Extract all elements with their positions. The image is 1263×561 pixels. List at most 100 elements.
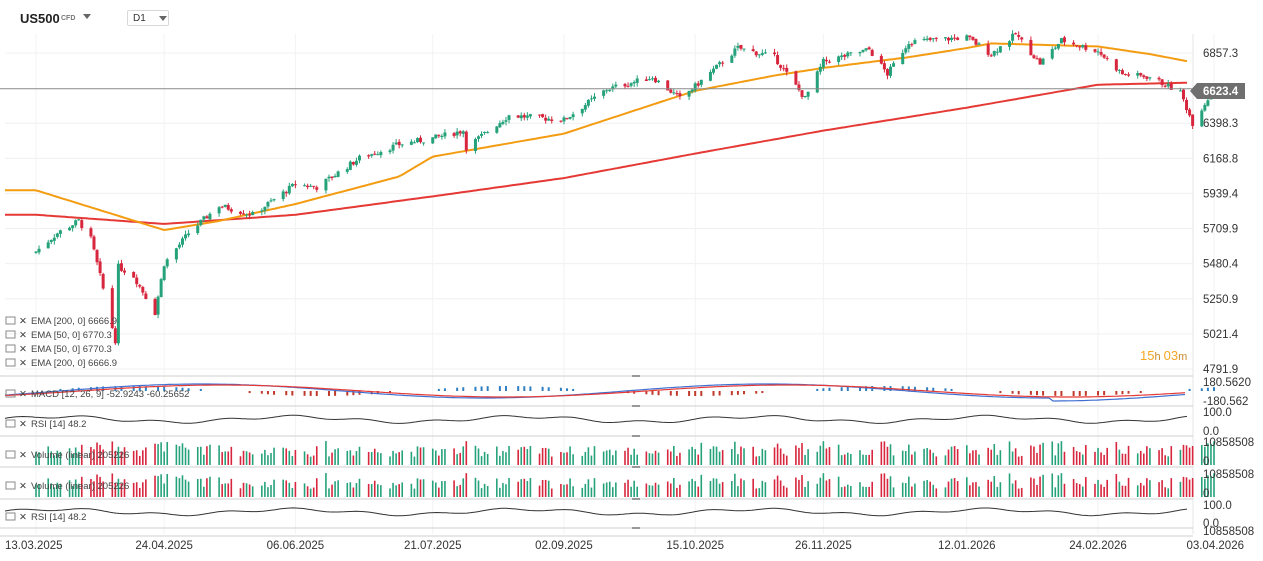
indicator-settings-icon[interactable] (5, 316, 16, 325)
volume-bar (209, 476, 211, 497)
candle (1139, 73, 1143, 76)
volume-bar (367, 483, 370, 497)
candle (892, 63, 896, 67)
volume-bar (908, 476, 910, 497)
volume-bar (93, 449, 95, 465)
volume-bar (166, 474, 169, 497)
timeframe-select[interactable]: D1 (127, 10, 169, 26)
volume-bar (935, 456, 938, 465)
symbol-name[interactable]: US500 (20, 11, 60, 26)
candle (837, 56, 841, 63)
indicator-settings-icon[interactable] (5, 419, 16, 428)
volume-bar (1042, 442, 1044, 465)
indicator-remove-icon[interactable]: ✕ (19, 316, 27, 327)
macd-histogram-bar (1103, 391, 1106, 396)
candle (138, 284, 142, 287)
candle (269, 200, 273, 202)
volume-bar (438, 455, 440, 465)
indicator-remove-icon[interactable]: ✕ (19, 481, 27, 492)
candle (351, 161, 355, 165)
indicator-remove-icon[interactable]: ✕ (19, 389, 27, 400)
indicator-remove-icon[interactable]: ✕ (19, 330, 27, 341)
indicator-remove-icon[interactable]: ✕ (19, 344, 27, 355)
indicator-remove-icon[interactable]: ✕ (19, 419, 27, 430)
candle (528, 114, 532, 117)
indicator-settings-icon[interactable] (5, 481, 16, 490)
candle (1178, 90, 1182, 92)
macd-histogram-bar (504, 386, 507, 391)
indicator-settings-icon[interactable] (5, 330, 16, 339)
macd-histogram-bar (163, 386, 166, 391)
volume-bar (569, 478, 571, 497)
candle (437, 135, 441, 137)
volume-bar (828, 447, 831, 465)
volume-bar (178, 478, 181, 497)
volume-bar (605, 482, 608, 497)
volume-bar (602, 483, 605, 497)
indicator-remove-icon[interactable]: ✕ (19, 512, 27, 523)
candle (330, 176, 334, 179)
indicator-settings-icon[interactable] (5, 389, 16, 398)
candle (605, 90, 609, 92)
volume-bar (431, 480, 434, 497)
volume-bar (520, 479, 523, 497)
indicator-settings-icon[interactable] (5, 344, 16, 353)
indicator-pane-label: Volume (linear) 205226 (31, 481, 129, 492)
indicator-settings-icon[interactable] (5, 450, 16, 459)
indicator-settings-icon[interactable] (5, 358, 16, 367)
current-price-tag: 6623.4 (1190, 83, 1245, 99)
candle (858, 52, 862, 54)
volume-bar (1164, 455, 1166, 465)
candle (196, 225, 200, 234)
volume-bar (1136, 453, 1139, 465)
macd-histogram-bar (669, 391, 672, 396)
symbol-dropdown-icon[interactable] (83, 14, 91, 19)
volume-bar (1075, 483, 1078, 497)
indicator-remove-icon[interactable]: ✕ (19, 450, 27, 461)
volume-bar (868, 454, 870, 465)
indicator-legend-label: EMA [200, 0] 6666.9 (31, 316, 117, 327)
volume-bar (114, 482, 117, 497)
candle (251, 212, 255, 216)
rsi-line (4, 414, 1188, 424)
candle (156, 296, 160, 315)
volume-bar (178, 446, 181, 465)
macd-histogram-bar (566, 388, 569, 391)
macd-histogram-bar (1017, 391, 1020, 395)
volume-bar (505, 484, 507, 497)
candle (1035, 58, 1039, 60)
volume-bar (993, 444, 996, 465)
volume-bar (1185, 477, 1188, 497)
volume-bar (1081, 454, 1084, 465)
indicator-remove-icon[interactable]: ✕ (19, 358, 27, 369)
volume-bar (944, 455, 947, 465)
volume-bar (999, 450, 1002, 465)
volume-bar (840, 455, 843, 465)
volume-bar (138, 487, 141, 497)
candle (889, 66, 893, 76)
volume-bar (798, 479, 800, 497)
volume-bar (523, 478, 526, 497)
volume-bar (779, 448, 782, 465)
candle (238, 211, 242, 214)
volume-bar (90, 447, 92, 465)
candle (306, 185, 310, 188)
volume-bar (47, 478, 50, 497)
macd-histogram-bar (950, 388, 953, 391)
volume-bar (709, 481, 712, 497)
volume-bar (950, 478, 953, 497)
volume-bar (572, 454, 574, 465)
candle (925, 38, 929, 40)
volume-bar (987, 447, 989, 465)
candle (498, 123, 502, 128)
volume-bar (1085, 445, 1087, 465)
macd-histogram-bar (498, 386, 501, 391)
candle (266, 202, 270, 207)
volume-bar (312, 455, 315, 465)
indicator-settings-icon[interactable] (5, 512, 16, 521)
volume-bar (691, 446, 693, 465)
candle (541, 114, 545, 118)
volume-bar (90, 479, 92, 497)
macd-histogram-bar (144, 386, 147, 391)
